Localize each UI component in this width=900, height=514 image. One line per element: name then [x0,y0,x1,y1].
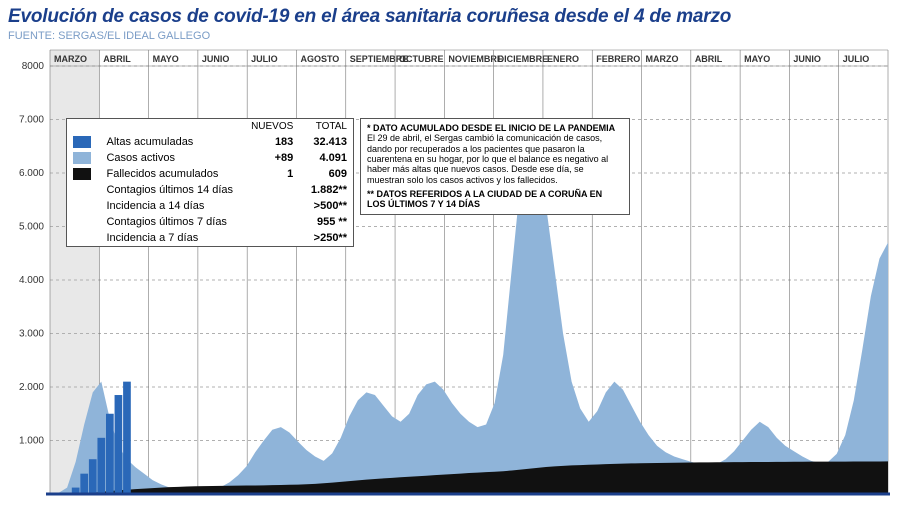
svg-text:FEBRERO: FEBRERO [596,54,640,64]
legend-extra-row: Incidencia a 14 días>500** [67,198,353,214]
svg-text:OCTUBRE: OCTUBRE [399,54,444,64]
svg-text:AGOSTO: AGOSTO [300,54,339,64]
legend-extra-row: Contagios últimos 7 días955 ** [67,214,353,230]
svg-text:4.000: 4.000 [19,275,44,286]
svg-text:2.000: 2.000 [19,382,44,393]
legend-row: Fallecidos acumulados1609 [67,166,353,182]
svg-text:6.000: 6.000 [19,168,44,179]
svg-text:NOVIEMBRE: NOVIEMBRE [448,54,503,64]
footnote-box: * DATO ACUMULADO DESDE EL INICIO DE LA P… [360,118,630,215]
legend-row: Casos activos+894.091 [67,150,353,166]
svg-text:DICIEMBRE: DICIEMBRE [498,54,549,64]
legend-box: NUEVOSTOTALAltas acumuladas18332.413Caso… [66,118,354,247]
svg-text:JUNIO: JUNIO [202,54,230,64]
footnote-body: El 29 de abril, el Sergas cambió la comu… [367,133,623,185]
svg-text:JULIO: JULIO [843,54,870,64]
svg-text:ABRIL: ABRIL [695,54,723,64]
svg-text:1.000: 1.000 [19,436,44,447]
svg-text:ENERO: ENERO [547,54,579,64]
svg-text:MARZO: MARZO [646,54,679,64]
legend-row: Altas acumuladas18332.413 [67,134,353,150]
legend-extra-row: Contagios últimos 14 días1.882** [67,182,353,198]
svg-text:ABRIL: ABRIL [103,54,131,64]
svg-text:5.000: 5.000 [19,222,44,233]
footnote-title: * DATO ACUMULADO DESDE EL INICIO DE LA P… [367,123,623,133]
svg-text:MAYO: MAYO [744,54,770,64]
svg-text:MARZO: MARZO [54,54,87,64]
svg-text:JUNIO: JUNIO [793,54,821,64]
svg-text:MAYO: MAYO [153,54,179,64]
chart-title: Evolución de casos de covid-19 en el áre… [8,6,892,28]
svg-text:3.000: 3.000 [19,329,44,340]
svg-text:JULIO: JULIO [251,54,278,64]
svg-text:7.000: 7.000 [19,115,44,126]
footnote-title-2: ** DATOS REFERIDOS A LA CIUDAD DE A CORU… [367,189,623,210]
chart-area: 1.000 2.000 3.000 4.000 5.000 6.000 7.000 8000 M… [8,48,892,506]
chart-source: FUENTE: SERGAS/EL IDEAL GALLEGO [8,30,892,42]
legend-extra-row: Incidencia a 7 días>250** [67,230,353,246]
svg-text:8000: 8000 [22,61,45,72]
